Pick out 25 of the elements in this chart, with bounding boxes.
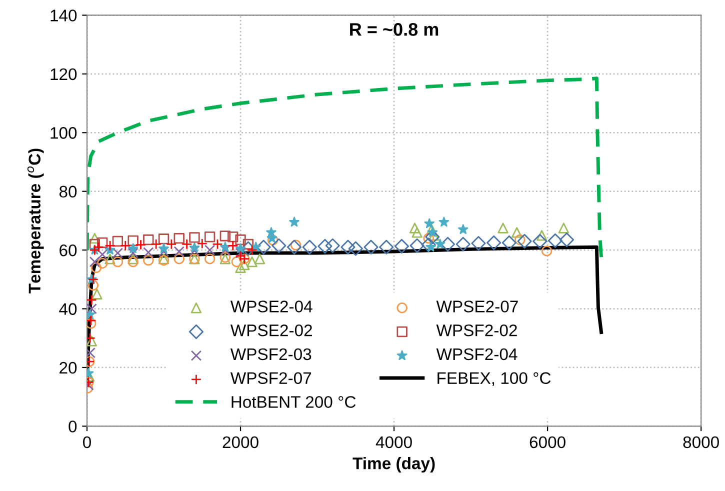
legend-label: WPSF2-02 bbox=[436, 324, 517, 336]
y-tick-label: 20 bbox=[60, 362, 77, 374]
legend-label: WPSF2-07 bbox=[230, 372, 312, 384]
x-tick-label: 0 bbox=[83, 436, 91, 448]
y-tick-label: 0 bbox=[68, 420, 77, 432]
legend-label: WPSF2-03 bbox=[230, 348, 312, 360]
x-axis-title: Time (day) bbox=[352, 457, 435, 473]
legend-label: FEBEX, 100 °C bbox=[438, 372, 551, 386]
y-tick-label: 40 bbox=[59, 303, 77, 315]
legend-label: HotBENT 200 °C bbox=[232, 396, 356, 408]
y-tick-label: 80 bbox=[59, 186, 77, 198]
x-tick-label: 2000 bbox=[222, 436, 258, 448]
legend-label: WPSE2-02 bbox=[230, 324, 312, 336]
legend-label: WPSF2-04 bbox=[436, 348, 518, 360]
x-tick-label: 6000 bbox=[530, 436, 566, 448]
y-tick-label: 140 bbox=[50, 10, 77, 22]
y-tick-label: 120 bbox=[50, 68, 77, 80]
legend-label: WPSE2-04 bbox=[230, 300, 312, 312]
x-tick-label: 4000 bbox=[376, 436, 412, 448]
chart-title: R = ~0.8 m bbox=[350, 23, 438, 36]
y-tick-label: 100 bbox=[50, 127, 77, 139]
legend-label: WPSE2-07 bbox=[436, 300, 518, 312]
y-tick-label: 60 bbox=[60, 244, 77, 256]
y-axis-title: Temeperature ($^{o}$C) bbox=[27, 148, 44, 294]
x-tick-label: 8000 bbox=[683, 436, 719, 448]
